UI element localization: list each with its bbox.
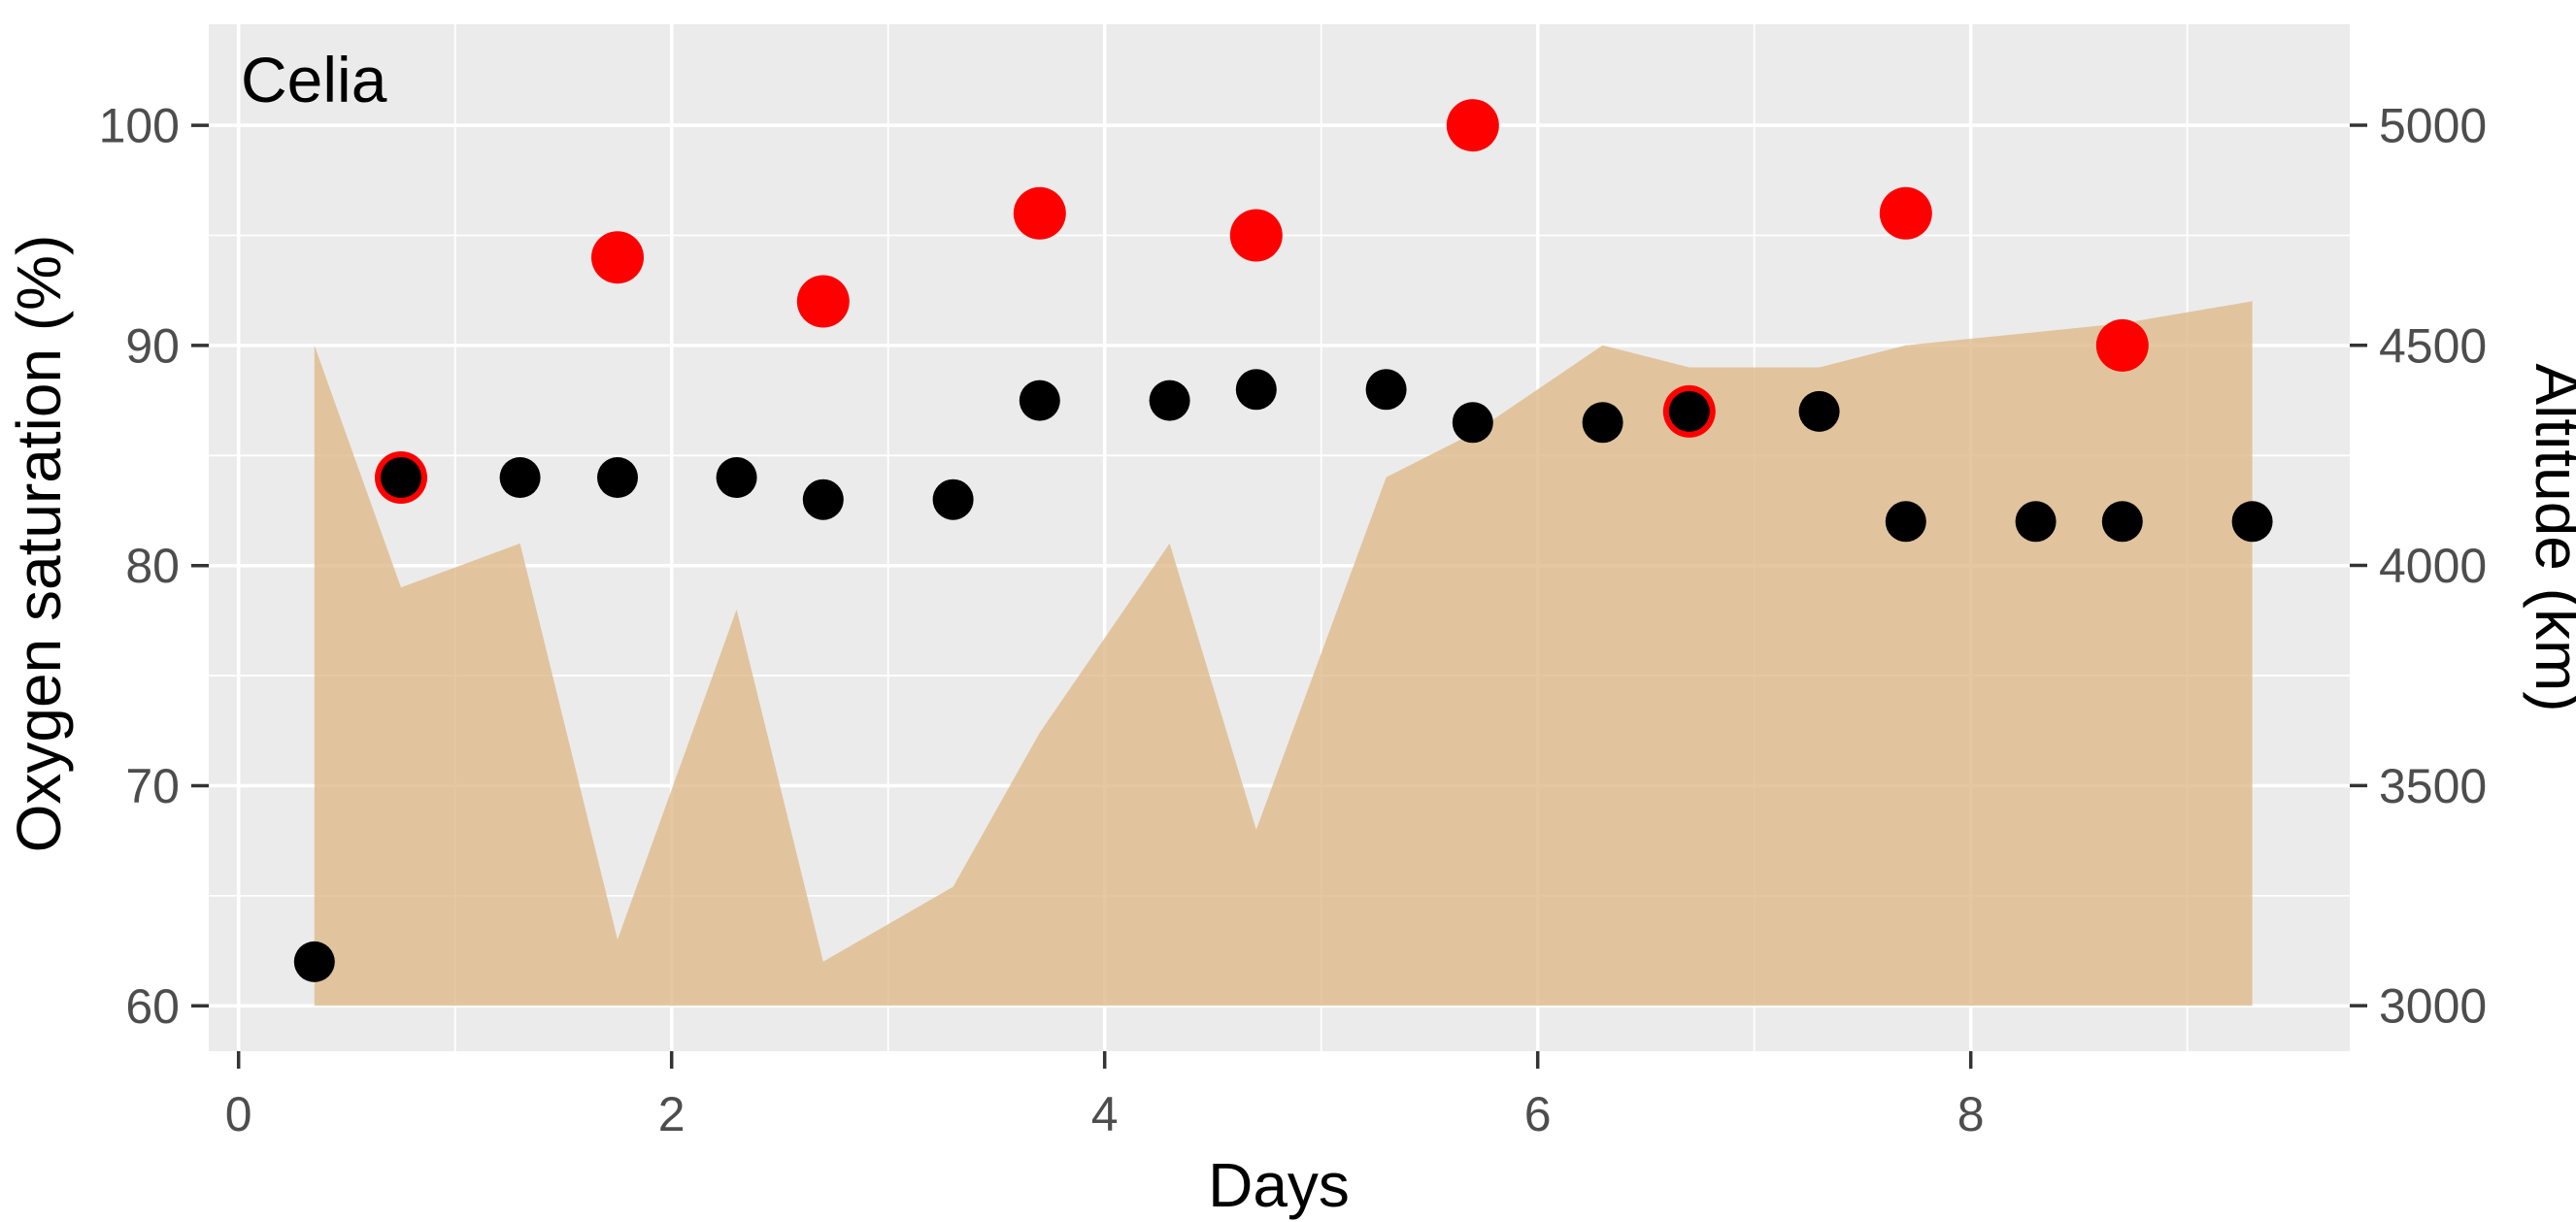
black-point (293, 941, 335, 982)
black-point (381, 457, 421, 498)
black-point (2015, 501, 2057, 543)
y-right-tick-label: 4000 (2379, 539, 2487, 593)
y-left-tick-label: 90 (125, 318, 180, 373)
black-point (1235, 369, 1277, 411)
y-right-tick-label: 3500 (2379, 759, 2487, 813)
black-point (597, 457, 638, 498)
x-axis-label: Days (1208, 1150, 1350, 1220)
black-point (802, 479, 844, 520)
x-axis-tick-labels: 0 2 4 6 8 (225, 1087, 1985, 1141)
black-point (499, 457, 541, 498)
red-point (1013, 186, 1066, 240)
black-point (1668, 390, 1710, 432)
black-point (932, 479, 974, 520)
black-point (1582, 402, 1623, 444)
black-point (1365, 369, 1407, 411)
black-point (716, 457, 757, 498)
altitude-area-layer (314, 301, 2253, 1007)
red-point (1229, 209, 1283, 262)
chart-title: Celia (241, 44, 387, 116)
y-left-tick-label: 60 (125, 979, 180, 1034)
y-right-tick-label: 5000 (2379, 98, 2487, 152)
black-point (2231, 501, 2273, 543)
y-left-tick-label: 100 (99, 99, 180, 153)
x-tick-label: 8 (1957, 1087, 1985, 1141)
y-axis-label-right: Altitude (km) (2523, 363, 2576, 711)
altitude-area-shape (314, 301, 2253, 1007)
y-axis-label-left: Oxygen saturation (%) (4, 235, 74, 853)
red-point (1879, 186, 1932, 240)
black-point (1452, 402, 1493, 444)
red-point (2095, 318, 2149, 372)
x-tick-label: 2 (658, 1087, 686, 1141)
black-points-layer (293, 369, 2273, 982)
axis-ticks (191, 123, 2367, 1069)
y-right-tick-label: 3000 (2379, 979, 2487, 1034)
y-axis-right-tick-labels: 5000 4500 4000 3500 3000 (2379, 98, 2487, 1033)
black-point (1019, 380, 1060, 421)
red-point (796, 275, 850, 328)
y-left-tick-label: 70 (125, 759, 180, 813)
x-tick-label: 0 (225, 1087, 252, 1141)
y-right-tick-label: 4500 (2379, 318, 2487, 373)
red-point (591, 231, 644, 284)
y-left-tick-label: 80 (125, 539, 180, 593)
x-tick-label: 4 (1091, 1087, 1119, 1141)
black-point (2101, 501, 2143, 543)
red-point (1446, 99, 1499, 152)
x-tick-label: 6 (1524, 1087, 1552, 1141)
black-point (1149, 380, 1190, 421)
y-axis-left-tick-labels: 100 90 80 70 60 (99, 99, 180, 1034)
black-point (1885, 501, 1926, 543)
black-point (1798, 390, 1840, 432)
